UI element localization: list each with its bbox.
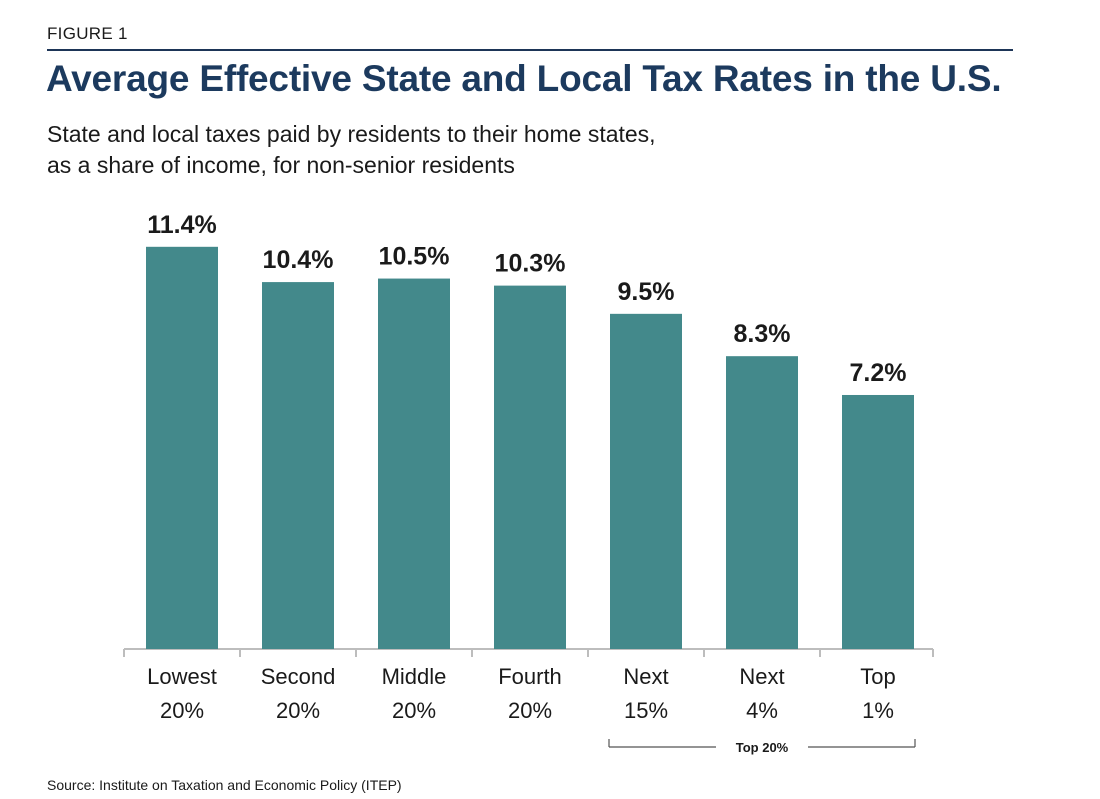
bar [262,282,334,649]
category-label: Second [261,664,336,689]
category-label: 20% [160,698,204,723]
chart-subtitle: State and local taxes paid by residents … [47,119,947,181]
category-label: 1% [862,698,894,723]
data-label: 11.4% [147,211,217,239]
header-rule [47,49,1013,51]
bar-chart: 11.4% Lowest 20% 10.4% Second 20% 10.5% Middle 2… [123,211,934,755]
data-label: 10.4% [263,246,334,274]
category-label: Middle [382,664,447,689]
bar [726,356,798,649]
source-note: Source: Institute on Taxation and Econom… [47,777,402,793]
bar [610,313,682,649]
category-label: Next [739,664,784,689]
figure-label: FIGURE 1 [47,24,128,43]
data-label: 8.3% [734,320,791,348]
data-label: 7.2% [850,359,907,387]
bar [146,246,218,650]
data-label: 10.3% [495,250,566,278]
category-label: 20% [276,698,320,723]
subtitle-line: State and local taxes paid by residents … [47,121,656,147]
chart-title: Average Effective State and Local Tax Ra… [46,58,1002,99]
subtitle-line: as a share of income, for non-senior res… [47,152,515,178]
category-label: 20% [392,698,436,723]
category-label: 15% [624,698,668,723]
category-label: 4% [746,698,778,723]
category-label: Fourth [498,664,562,689]
category-label: Top [860,664,895,689]
bar [378,278,450,649]
category-label: Lowest [147,664,217,689]
data-label: 10.5% [379,243,450,271]
category-label: 20% [508,698,552,723]
data-label: 9.5% [618,278,675,306]
group-label: Top 20% [736,740,789,755]
category-label: Next [623,664,668,689]
bar [842,394,914,649]
bar [494,285,566,649]
